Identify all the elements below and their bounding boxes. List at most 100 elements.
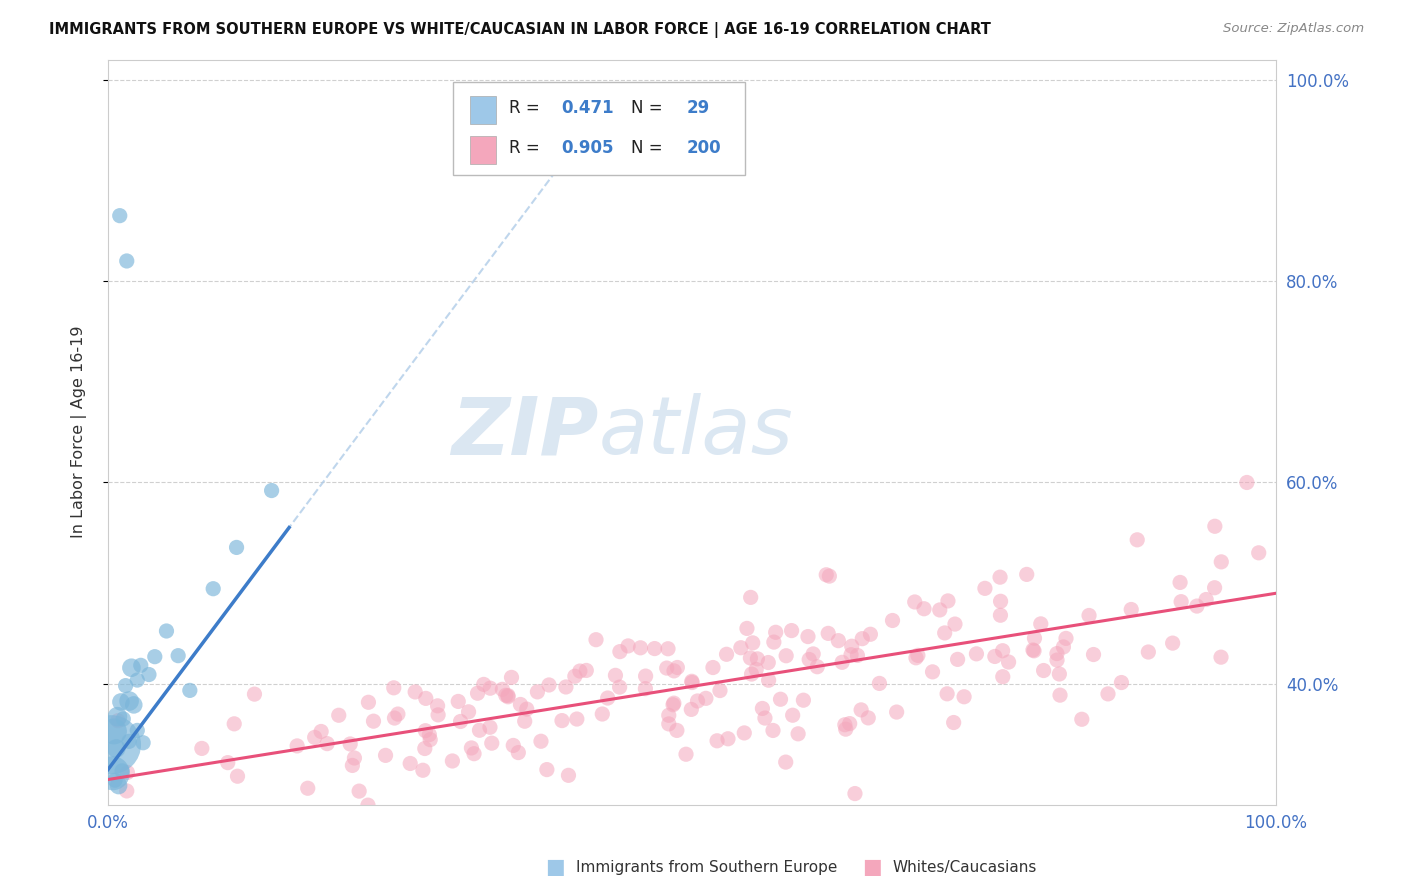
Point [596, 691, 619, 706]
Point [1168, 575, 1191, 590]
Point [741, 636, 763, 650]
Point [1236, 475, 1258, 490]
Point [167, 648, 190, 663]
Point [441, 754, 464, 768]
Point [817, 626, 839, 640]
Point [716, 648, 738, 662]
Point [285, 739, 308, 753]
Point [374, 748, 396, 763]
Point [904, 595, 927, 609]
Point [491, 682, 513, 697]
Point [681, 675, 703, 690]
Point [745, 663, 768, 677]
Point [565, 712, 588, 726]
Point [818, 569, 841, 583]
Point [681, 674, 703, 689]
Point [413, 741, 436, 756]
Point [591, 706, 613, 721]
Point [316, 737, 339, 751]
Text: 29: 29 [686, 99, 710, 117]
Point [309, 724, 332, 739]
Point [418, 728, 440, 742]
Point [990, 608, 1012, 623]
Point [658, 708, 681, 723]
Point [104, 773, 127, 788]
Point [138, 667, 160, 681]
Point [747, 652, 769, 666]
Point [399, 756, 422, 771]
Point [463, 747, 485, 761]
Point [472, 677, 495, 691]
Point [844, 787, 866, 801]
FancyBboxPatch shape [453, 82, 745, 175]
Point [101, 766, 124, 780]
Point [1078, 608, 1101, 623]
Text: atlas: atlas [599, 393, 793, 471]
Point [1161, 636, 1184, 650]
Bar [470, 136, 496, 164]
Point [730, 640, 752, 655]
Point [834, 717, 856, 731]
Point [111, 764, 134, 778]
Point [1204, 581, 1226, 595]
Point [1046, 653, 1069, 667]
Point [260, 483, 283, 498]
Point [839, 648, 862, 662]
Point [127, 723, 149, 738]
Point [769, 692, 792, 706]
Point [792, 693, 814, 707]
Point [733, 726, 755, 740]
Point [112, 712, 135, 726]
Point [717, 731, 740, 746]
Text: N =: N = [631, 99, 664, 117]
Y-axis label: In Labor Force | Age 16-19: In Labor Force | Age 16-19 [72, 326, 87, 539]
Point [686, 694, 709, 708]
Point [1046, 647, 1069, 661]
Point [1121, 602, 1143, 616]
Point [496, 689, 519, 703]
Text: ■: ■ [862, 857, 882, 877]
Point [226, 769, 249, 783]
Point [991, 644, 1014, 658]
Point [775, 648, 797, 663]
Point [496, 690, 519, 704]
Point [536, 763, 558, 777]
Point [1097, 687, 1119, 701]
Point [984, 649, 1007, 664]
Point [882, 614, 904, 628]
Point [1032, 664, 1054, 678]
Point [1054, 632, 1077, 646]
Point [942, 715, 965, 730]
Point [357, 798, 380, 813]
Point [342, 758, 364, 772]
Point [859, 627, 882, 641]
Point [129, 658, 152, 673]
Point [990, 594, 1012, 608]
Point [415, 691, 437, 706]
Point [675, 747, 697, 762]
Point [384, 711, 406, 725]
Point [835, 722, 858, 736]
Point [1126, 533, 1149, 547]
Point [904, 650, 927, 665]
Point [605, 668, 627, 682]
Point [117, 765, 139, 780]
Point [702, 660, 724, 674]
Point [634, 669, 657, 683]
Point [991, 670, 1014, 684]
Point [630, 640, 652, 655]
Point [841, 639, 863, 653]
Point [740, 591, 762, 605]
Point [347, 784, 370, 798]
Point [412, 764, 434, 778]
Point [224, 716, 246, 731]
Point [502, 739, 524, 753]
Point [1209, 650, 1232, 665]
Point [849, 703, 872, 717]
Point [427, 707, 450, 722]
Point [419, 732, 441, 747]
Point [110, 695, 132, 709]
Point [655, 661, 678, 675]
Point [787, 727, 810, 741]
Point [1185, 599, 1208, 613]
